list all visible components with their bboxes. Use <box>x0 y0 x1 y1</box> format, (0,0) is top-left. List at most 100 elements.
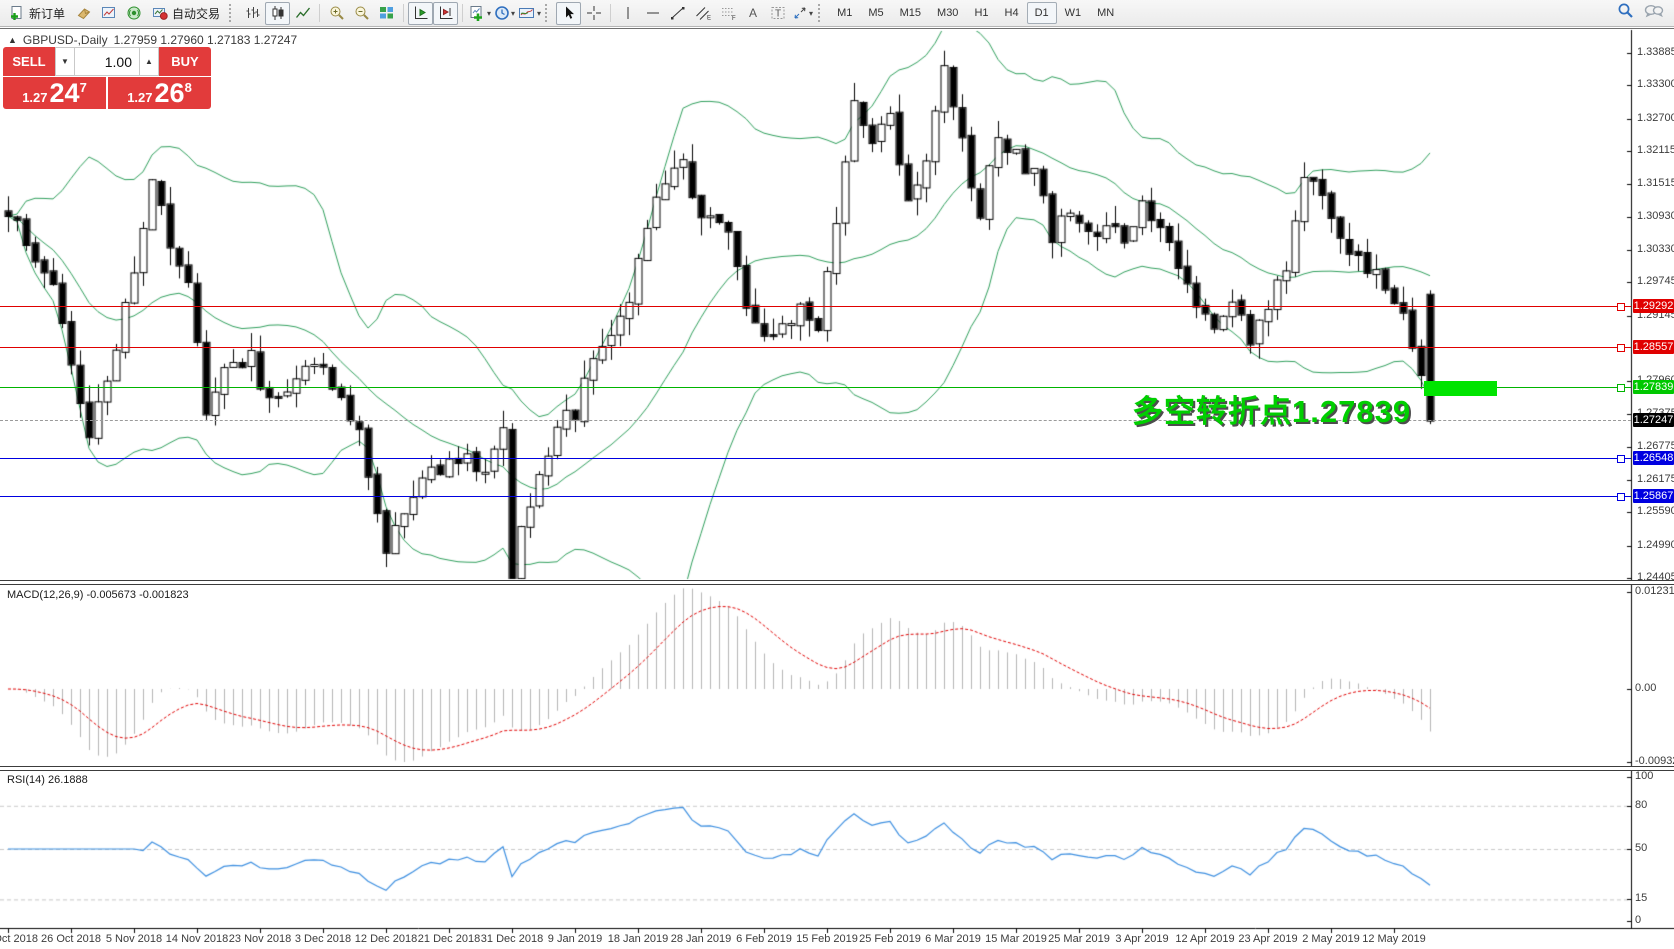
trendline-button[interactable] <box>665 2 690 25</box>
buy-price-box[interactable]: 1.27 26 8 <box>108 77 211 109</box>
vertical-line-button[interactable] <box>615 2 640 25</box>
eraser-button[interactable] <box>71 2 96 25</box>
tf-button-m5[interactable]: M5 <box>868 7 884 19</box>
horizontal-line-button[interactable] <box>640 2 665 25</box>
tf-button-m15[interactable]: M15 <box>899 7 922 19</box>
candlestick-chart-button[interactable] <box>265 1 291 25</box>
chart-shift-icon <box>438 5 454 21</box>
toolbar-separator <box>462 4 464 22</box>
sell-price-pip: 7 <box>79 79 87 95</box>
chart-shift-button[interactable] <box>433 1 459 25</box>
toolbar-grip <box>229 4 235 22</box>
new-order-icon <box>9 5 25 21</box>
tf-button-w1[interactable]: W1 <box>1064 7 1082 19</box>
svg-text:E: E <box>707 16 711 22</box>
fibonacci-icon: F <box>720 5 736 21</box>
cursor-button[interactable] <box>556 1 582 25</box>
template-icon <box>518 5 536 21</box>
toolbar-separator <box>319 4 321 22</box>
toolbar-separator <box>403 4 405 22</box>
bar-chart-button[interactable] <box>240 2 265 25</box>
bar-chart-icon <box>245 5 261 21</box>
sell-price-box[interactable]: 1.27 24 7 <box>3 77 106 109</box>
chevron-down-icon: ▾ <box>511 8 516 18</box>
chat-icon[interactable] <box>1644 3 1664 24</box>
chevron-down-icon: ▾ <box>809 8 814 18</box>
arrows-icon <box>792 5 808 21</box>
cursor-icon <box>561 5 577 21</box>
buy-price-big: 26 <box>154 77 185 108</box>
autotrading-label: 自动交易 <box>172 6 221 21</box>
zoom-in-icon <box>329 5 345 21</box>
tf-button-d1[interactable]: D1 <box>1026 2 1057 24</box>
line-chart-button[interactable] <box>290 2 315 25</box>
search-icon[interactable] <box>1617 2 1634 24</box>
equidistant-channel-button[interactable]: E <box>690 2 715 25</box>
green-highlight-bar[interactable] <box>1424 381 1497 396</box>
buy-button[interactable]: BUY <box>159 47 211 76</box>
panel-separator[interactable] <box>0 580 1674 585</box>
tf-button-m30[interactable]: M30 <box>937 7 959 19</box>
new-order-button[interactable]: 新订单 <box>3 2 71 25</box>
panel-separator[interactable] <box>0 766 1674 771</box>
sell-price-big: 24 <box>49 77 80 108</box>
indicators-icon <box>468 5 486 21</box>
crosshair-icon <box>586 5 602 21</box>
autotrading-icon <box>152 5 168 21</box>
chart-window-button[interactable] <box>96 2 121 25</box>
tf-button-h1[interactable]: H1 <box>974 7 989 19</box>
main-toolbar: 新订单 自动交易 ▾ ▾ ▾ E F A T <box>0 0 1674 27</box>
svg-text:A: A <box>749 6 757 20</box>
sell-button[interactable]: SELL <box>3 47 55 76</box>
text-label-icon: T <box>770 5 786 21</box>
symbol-period-label: GBPUSD-,Daily <box>22 33 108 47</box>
label-button[interactable]: T <box>765 2 790 25</box>
rsi-label: RSI(14) 26.1888 <box>7 774 88 786</box>
svg-text:T: T <box>775 9 781 20</box>
svg-text:F: F <box>732 16 736 21</box>
toolbar-grip <box>545 4 551 22</box>
candlestick-chart-icon <box>270 5 286 21</box>
sell-price-small: 1.27 <box>22 89 48 105</box>
tile-windows-button[interactable] <box>374 2 399 25</box>
tf-button-h4[interactable]: H4 <box>1004 7 1019 19</box>
line-chart-icon <box>295 5 311 21</box>
chevron-down-icon: ▾ <box>537 8 542 18</box>
volume-decrease-button[interactable]: ▼ <box>55 47 75 76</box>
tf-button-mn[interactable]: MN <box>1097 7 1115 19</box>
fibonacci-button[interactable]: F <box>715 2 740 25</box>
trendline-icon <box>670 5 686 21</box>
chart-title-line: ▲ GBPUSD-,Daily 1.27959 1.27960 1.27183 … <box>8 33 297 47</box>
indicators-button[interactable]: ▾ <box>467 2 492 25</box>
text-button[interactable]: A <box>740 2 765 25</box>
buy-price-small: 1.27 <box>127 89 153 105</box>
one-click-toggle-icon[interactable]: ▲ <box>8 35 17 45</box>
tile-windows-icon <box>379 5 395 21</box>
chart-annotation-text[interactable]: 多空转折点1.27839 <box>1132 394 1412 429</box>
macd-label: MACD(12,26,9) -0.005673 -0.001823 <box>7 589 189 601</box>
zoom-in-button[interactable] <box>324 2 349 25</box>
chevron-down-icon: ▾ <box>487 8 492 18</box>
equidistant-channel-icon: E <box>695 5 711 21</box>
auto-scroll-icon <box>413 5 429 21</box>
radio-icon <box>126 5 142 21</box>
autotrading-button[interactable]: 自动交易 <box>146 2 226 25</box>
periods-button[interactable]: ▾ <box>492 2 517 25</box>
rsi-name: RSI(14) <box>7 774 45 786</box>
crosshair-button[interactable] <box>581 2 606 25</box>
rsi-value: 26.1888 <box>47 774 88 786</box>
radio-button[interactable] <box>121 2 146 25</box>
zoom-out-button[interactable] <box>349 2 374 25</box>
clock-icon <box>494 5 510 21</box>
volume-increase-button[interactable]: ▲ <box>139 47 159 76</box>
toolbar-grip <box>818 4 824 22</box>
tf-button-m1[interactable]: M1 <box>837 7 853 19</box>
templates-button[interactable]: ▾ <box>517 2 542 25</box>
arrows-button[interactable]: ▾ <box>790 2 815 25</box>
new-order-label: 新订单 <box>29 6 66 21</box>
auto-scroll-button[interactable] <box>408 1 434 25</box>
vertical-line-icon <box>620 5 636 21</box>
zoom-out-icon <box>354 5 370 21</box>
volume-input[interactable]: 1.00 <box>75 47 139 76</box>
